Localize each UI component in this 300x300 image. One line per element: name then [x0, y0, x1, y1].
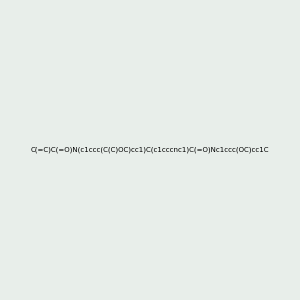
Text: C(=C)C(=O)N(c1ccc(C(C)OC)cc1)C(c1cccnc1)C(=O)Nc1ccc(OC)cc1C: C(=C)C(=O)N(c1ccc(C(C)OC)cc1)C(c1cccnc1)… [31, 147, 269, 153]
